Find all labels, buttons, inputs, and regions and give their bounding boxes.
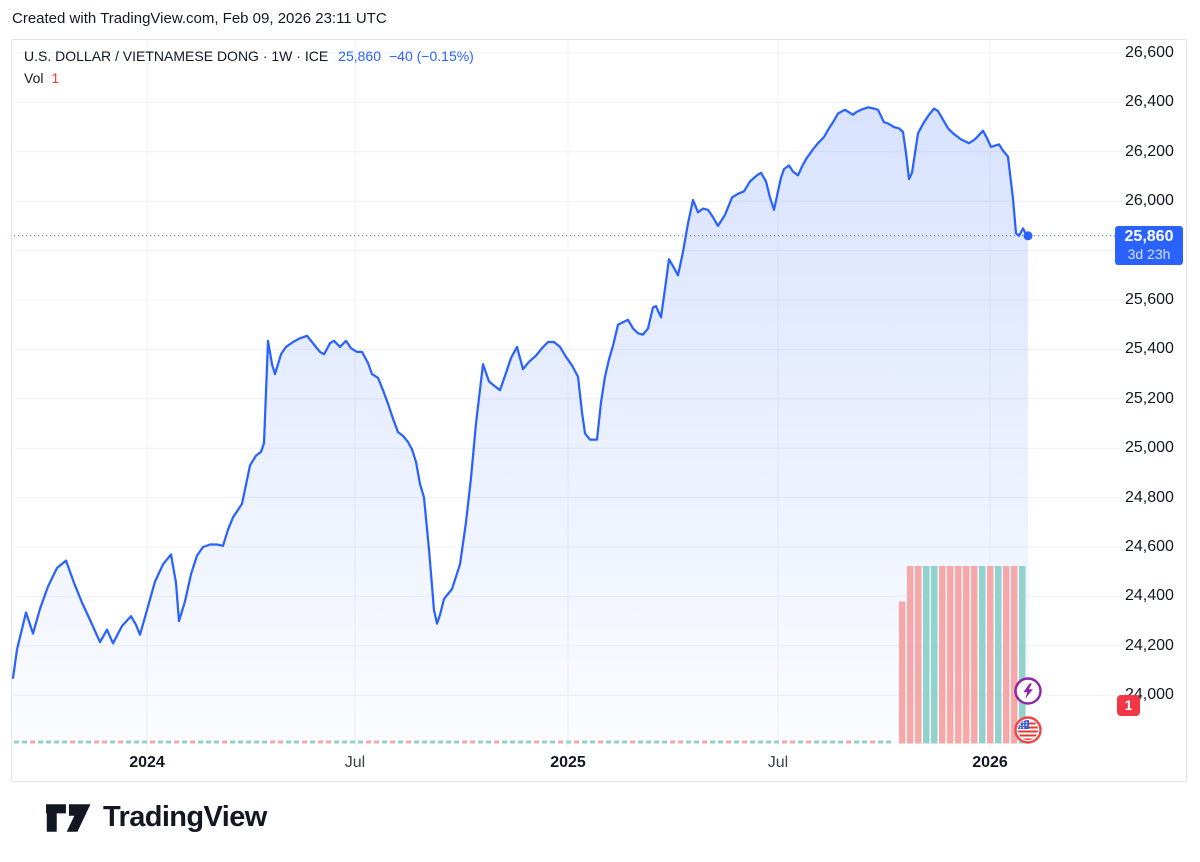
tradingview-logo[interactable]: TradingView bbox=[46, 801, 267, 834]
time-axis-label: 2024 bbox=[129, 754, 165, 771]
price-change: −40 (−0.15%) bbox=[389, 48, 474, 64]
vol-value: 1 bbox=[51, 70, 60, 86]
price-axis-label: 26,400 bbox=[1125, 93, 1174, 111]
price-axis-label: 24,800 bbox=[1125, 488, 1174, 506]
current-price-label[interactable]: 25,860 3d 23h bbox=[1115, 225, 1183, 265]
price-axis-label: 25,000 bbox=[1125, 439, 1174, 457]
volume-axis-badge[interactable]: 1 bbox=[1117, 695, 1140, 716]
bar-countdown: 3d 23h bbox=[1127, 245, 1171, 262]
last-price: 25,860 bbox=[338, 48, 381, 64]
tradingview-logo-mark bbox=[46, 803, 91, 832]
volume-legend: Vol 1 bbox=[24, 70, 59, 86]
lightning-icon[interactable] bbox=[1014, 677, 1042, 705]
current-price-value: 25,860 bbox=[1124, 227, 1174, 245]
price-line bbox=[11, 106, 1033, 680]
price-axis-label: 26,200 bbox=[1125, 142, 1174, 160]
vol-label: Vol bbox=[24, 70, 44, 86]
tradingview-logo-text: TradingView bbox=[103, 801, 267, 833]
price-axis-label: 24,600 bbox=[1125, 538, 1174, 555]
price-axis-label: 25,400 bbox=[1125, 340, 1174, 358]
us-flag-icon[interactable] bbox=[1014, 716, 1042, 744]
time-axis-label: Jul bbox=[344, 754, 366, 771]
time-axis-label: 2026 bbox=[972, 754, 1008, 771]
price-axis-label: 25,200 bbox=[1125, 389, 1174, 407]
price-axis-label: 26,600 bbox=[1125, 44, 1174, 61]
symbol-header: U.S. DOLLAR / VIETNAMESE DONG · 1W · ICE… bbox=[24, 48, 474, 64]
price-axis-label: 25,600 bbox=[1125, 291, 1174, 308]
price-axis-label: 24,400 bbox=[1125, 587, 1174, 605]
volume-bars bbox=[14, 566, 1026, 744]
price-axis-label: 24,200 bbox=[1125, 636, 1174, 654]
time-axis-label: Jul bbox=[767, 754, 789, 771]
created-with-text: Created with TradingView.com, Feb 09, 20… bbox=[12, 10, 387, 27]
time-axis-label: 2025 bbox=[550, 754, 586, 771]
area-fill bbox=[13, 107, 1028, 744]
symbol-title: U.S. DOLLAR / VIETNAMESE DONG · 1W · ICE bbox=[24, 48, 329, 64]
price-axis-label: 26,000 bbox=[1125, 192, 1174, 210]
